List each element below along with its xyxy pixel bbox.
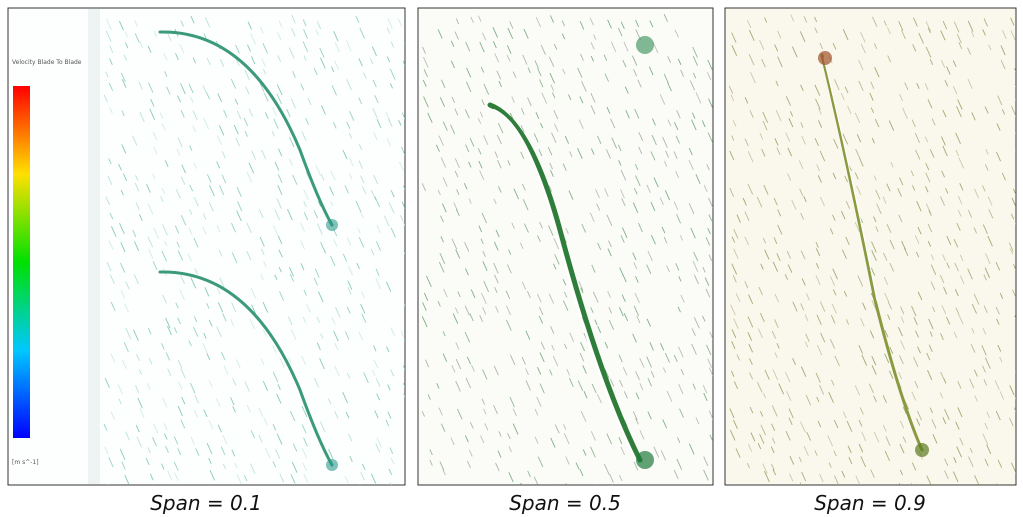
- vector-arrow: [439, 490, 441, 495]
- vector-arrow: [349, 489, 352, 496]
- panel-frame: [725, 8, 1016, 485]
- panel-frame: [8, 8, 405, 485]
- vortex: [326, 459, 338, 471]
- vortex: [818, 51, 832, 65]
- vector-arrow: [406, 438, 411, 448]
- vector-arrow: [773, 490, 777, 498]
- inlet-strip: [88, 9, 100, 484]
- vector-arrow: [624, 487, 628, 496]
- vector-arrow: [469, 488, 472, 494]
- vector-arrow: [702, 489, 707, 499]
- vortex: [326, 219, 338, 231]
- vector-arrow: [1017, 332, 1020, 338]
- vector-arrow: [732, 485, 735, 491]
- vector-arrow: [135, 490, 138, 497]
- vector-arrow: [403, 486, 407, 496]
- vector-arrow: [1017, 447, 1021, 456]
- vortex: [915, 443, 929, 457]
- vector-arrow: [927, 485, 930, 491]
- vector-arrow: [941, 489, 945, 499]
- vector-arrow: [360, 484, 365, 494]
- colorbar: [13, 86, 30, 438]
- caption: Span = 0.9: [814, 491, 926, 515]
- vector-arrow: [788, 490, 792, 498]
- vortex: [636, 451, 654, 469]
- caption: Span = 0.5: [509, 491, 621, 515]
- legend-title: Velocity Blade To Blade: [12, 59, 82, 66]
- vortex: [636, 36, 654, 54]
- caption: Span = 0.1: [150, 491, 262, 515]
- vector-arrow: [120, 485, 125, 496]
- vector-arrow: [321, 489, 325, 498]
- vector-arrow: [986, 487, 989, 494]
- vector-arrow: [665, 488, 669, 496]
- vector-arrow: [371, 490, 375, 498]
- vector-arrow: [1009, 488, 1011, 493]
- legend-unit: [m s^-1]: [12, 459, 39, 466]
- vector-arrow: [426, 486, 428, 491]
- vector-arrow: [287, 485, 291, 494]
- page: Velocity Blade To Blade [m s^-1] Span = …: [0, 0, 1023, 517]
- figure: Velocity Blade To Blade [m s^-1] Span = …: [0, 0, 1023, 517]
- vector-arrow: [274, 487, 279, 498]
- vector-arrow: [1016, 54, 1021, 65]
- vector-arrow: [485, 486, 490, 496]
